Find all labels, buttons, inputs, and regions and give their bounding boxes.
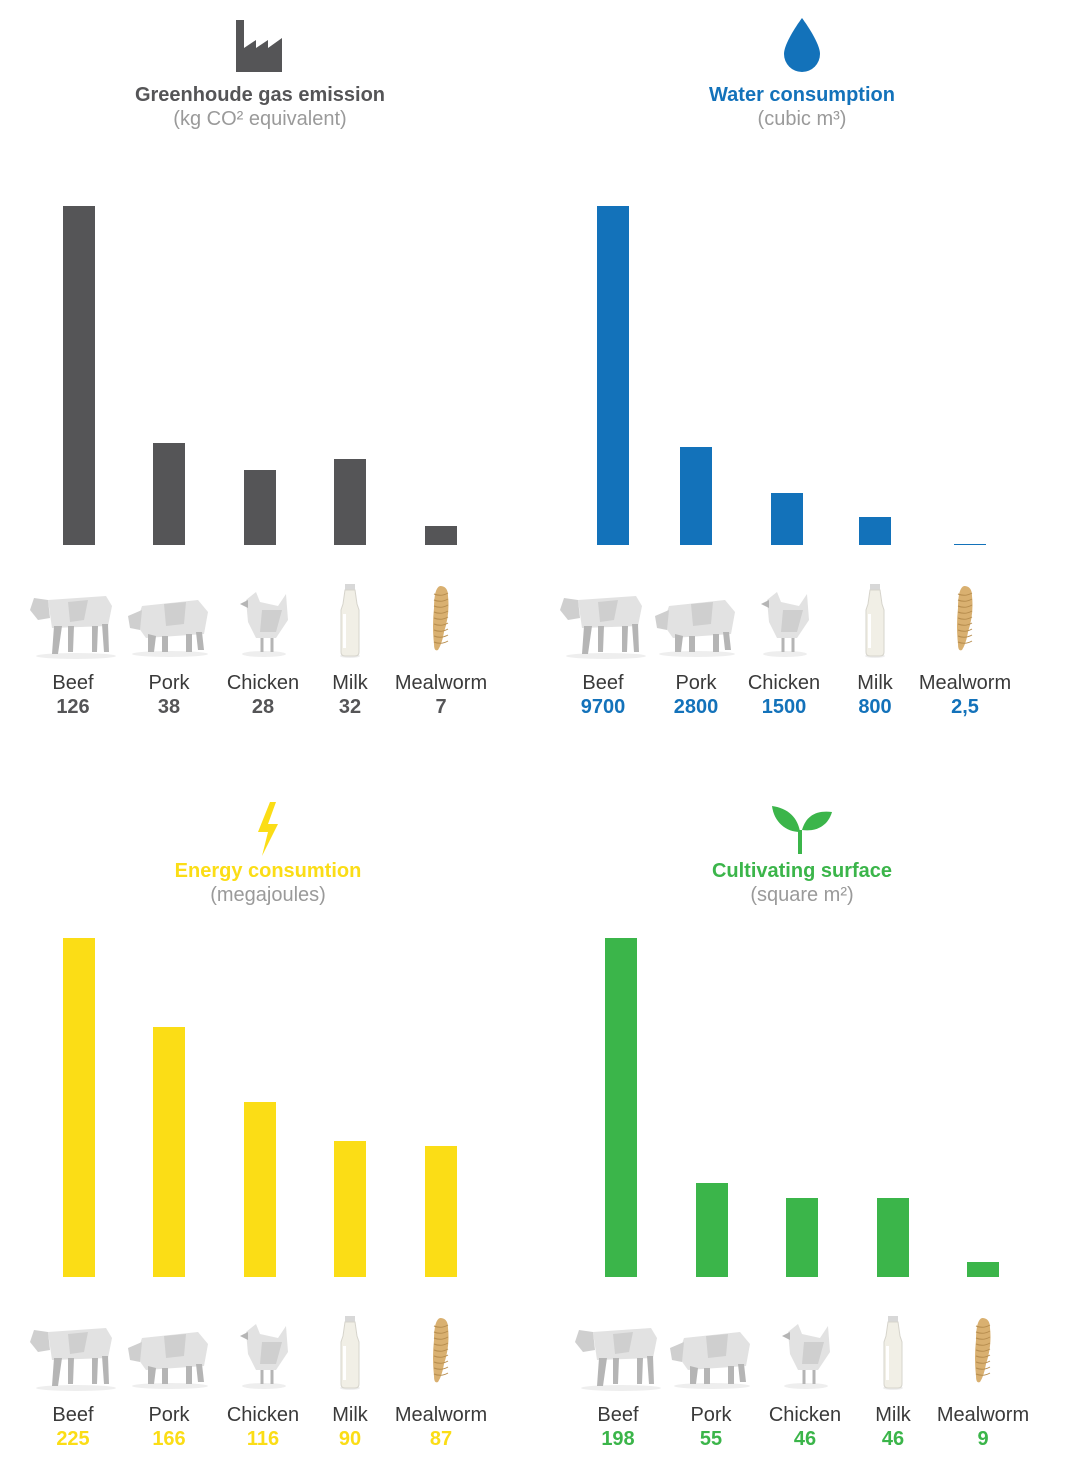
value-label: 38 [157,696,181,718]
mealworm-icon [396,580,486,665]
milk-bottle-icon [305,1312,395,1397]
value-label: 7 [435,696,447,718]
category-label: Beef [582,672,624,694]
bar-chicken [786,1198,818,1277]
bar-milk [877,1198,909,1277]
bar-pork [696,1183,728,1277]
chart-title: Greenhoude gas emission [134,84,386,106]
value-label: 28 [251,696,275,718]
value-label: 126 [56,696,90,718]
bar-mealworm [967,1262,999,1277]
bar-beef [605,938,637,1277]
value-label: 2,5 [951,696,979,718]
value-label: 55 [699,1428,723,1450]
value-label: 87 [429,1428,453,1450]
bar-chicken [771,493,803,545]
bar-pork [153,1027,185,1277]
bar-beef [597,206,629,545]
bar-mealworm [425,526,457,545]
value-label: 800 [858,696,892,718]
water-drop-icon [772,16,832,81]
chart-subtitle: (cubic m³) [757,108,847,130]
category-label: Beef [597,1404,639,1426]
value-label: 46 [793,1428,817,1450]
bar-mealworm [954,544,986,545]
bar-chicken [244,470,276,545]
category-label: Chicken [226,1404,300,1426]
mealworm-icon [920,580,1010,665]
value-label: 90 [338,1428,362,1450]
category-label: Chicken [226,672,300,694]
sprout-icon [772,800,832,865]
bar-milk [334,459,366,545]
value-label: 32 [338,696,362,718]
category-label: Chicken [747,672,821,694]
factory-icon [230,16,290,81]
pig-icon [124,580,214,665]
category-label: Milk [875,1404,911,1426]
bar-chicken [244,1102,276,1277]
chicken-icon [218,580,308,665]
value-label: 225 [56,1428,90,1450]
pig-icon [666,1312,756,1397]
chart-panel: Greenhoude gas emission (kg CO² equivalen… [0,0,530,1479]
milk-bottle-icon [830,580,920,665]
chart-panel: Cultivating surface (square m²) Beef 198 Por… [540,0,1070,1479]
value-label: 166 [152,1428,186,1450]
category-label: Pork [148,672,190,694]
value-label: 2800 [673,696,719,718]
chart-panel: Energy consumtion (megajoules) Beef 225 Pork… [0,0,530,1479]
bar-beef [63,938,95,1277]
category-label: Pork [148,1404,190,1426]
lightning-bolt-icon [238,800,298,865]
pig-icon [651,580,741,665]
category-label: Pork [690,1404,732,1426]
chicken-icon [218,1312,308,1397]
cow-icon [573,1312,663,1397]
chicken-icon [739,580,829,665]
category-label: Pork [675,672,717,694]
chart-panel: Water consumption (cubic m³) Beef 9700 Pork 2… [540,0,1070,1479]
milk-bottle-icon [305,580,395,665]
category-label: Beef [52,672,94,694]
chicken-icon [760,1312,850,1397]
category-label: Milk [857,672,893,694]
value-label: 116 [246,1428,280,1450]
category-label: Milk [332,1404,368,1426]
category-label: Chicken [768,1404,842,1426]
value-label: 1500 [761,696,807,718]
value-label: 9700 [580,696,626,718]
cow-icon [28,1312,118,1397]
chart-title: Energy consumtion [174,860,362,882]
bar-mealworm [425,1146,457,1277]
chart-title: Water consumption [709,84,895,106]
value-label: 46 [881,1428,905,1450]
value-label: 9 [977,1428,989,1450]
cow-icon [558,580,648,665]
category-label: Mealworm [394,672,488,694]
value-label: 198 [601,1428,635,1450]
category-label: Milk [332,672,368,694]
chart-title: Cultivating surface [711,860,893,882]
bar-milk [334,1141,366,1277]
cow-icon [28,580,118,665]
category-label: Mealworm [936,1404,1030,1426]
category-label: Beef [52,1404,94,1426]
bar-milk [859,517,891,545]
chart-subtitle: (square m²) [750,884,854,906]
milk-bottle-icon [848,1312,938,1397]
category-label: Mealworm [394,1404,488,1426]
bar-pork [153,443,185,545]
category-label: Mealworm [918,672,1012,694]
chart-subtitle: (megajoules) [210,884,326,906]
bar-pork [680,447,712,545]
mealworm-icon [396,1312,486,1397]
chart-subtitle: (kg CO² equivalent) [173,108,347,130]
pig-icon [124,1312,214,1397]
mealworm-icon [938,1312,1028,1397]
bar-beef [63,206,95,545]
